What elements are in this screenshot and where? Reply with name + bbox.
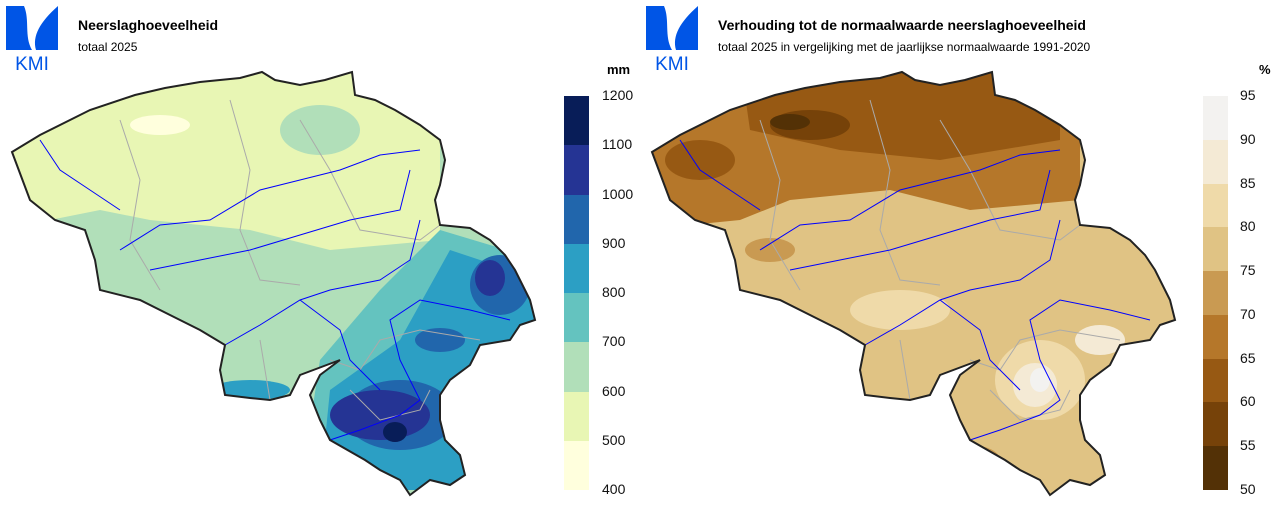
precipitation-map (11, 71, 536, 496)
colorbar-bin (564, 96, 589, 146)
legend-tick: 600 (602, 382, 626, 399)
legend-tick: 900 (602, 234, 626, 251)
svg-text:KMI: KMI (15, 54, 49, 72)
legend-tick: 1200 (602, 87, 634, 103)
ratio-map (651, 71, 1176, 496)
legend-tick: 700 (602, 333, 626, 350)
colorbar-bin (1203, 402, 1228, 447)
colorbar-bin (1203, 183, 1228, 228)
kmi-logo: KMI (6, 6, 58, 72)
legend-tick: 90 (1240, 130, 1256, 147)
legend-tick: 500 (602, 431, 626, 448)
colorbar (564, 96, 589, 490)
colorbar-bin (564, 293, 589, 343)
colorbar-bin (564, 145, 589, 195)
legend-tick: 800 (602, 284, 626, 300)
map-subtitle: totaal 2025 in vergelijking met de jaarl… (718, 40, 1091, 54)
colorbar-bin (1203, 271, 1228, 315)
legend-tick: 75 (1240, 262, 1256, 279)
colorbar-bin (1203, 96, 1228, 140)
kmi-logo: KMI (646, 6, 698, 72)
legend-tick: 55 (1240, 437, 1256, 454)
legend-tick: 60 (1240, 393, 1256, 410)
legend-tick: 70 (1240, 305, 1256, 322)
ratio-panel: KMI Verhouding tot de normaalwaarde neer… (640, 0, 1280, 507)
legend-tick: 80 (1240, 218, 1256, 235)
legend-unit: % (1259, 62, 1271, 77)
legend-tick: 400 (602, 481, 626, 497)
legend-tick: 1000 (602, 185, 634, 202)
svg-text:KMI: KMI (655, 54, 689, 72)
legend-unit: mm (607, 62, 631, 77)
colorbar-bin (1203, 227, 1228, 272)
map-title: Verhouding tot de normaalwaarde neerslag… (718, 17, 1086, 33)
colorbar-bin (1203, 139, 1228, 184)
legend-tick: 95 (1240, 87, 1256, 103)
legend-tick: 85 (1240, 174, 1256, 191)
colorbar (1203, 96, 1228, 490)
map-subtitle: totaal 2025 (78, 40, 138, 54)
map-title: Neerslaghoeveelheid (78, 17, 219, 33)
legend-tick: 65 (1240, 349, 1256, 366)
colorbar-bin (1203, 314, 1228, 359)
colorbar-bin (564, 440, 589, 490)
colorbar-bin (564, 194, 589, 244)
precipitation-panel: KMI Neerslaghoeveelheid totaal 2025 mm 1… (6, 6, 634, 497)
colorbar-bin (1203, 446, 1228, 490)
colorbar-bin (564, 391, 589, 441)
colorbar-bin (564, 342, 589, 392)
colorbar-bin (1203, 358, 1228, 403)
legend-tick: 1100 (602, 136, 633, 153)
legend-tick: 50 (1240, 481, 1256, 497)
colorbar-bin (564, 243, 589, 293)
